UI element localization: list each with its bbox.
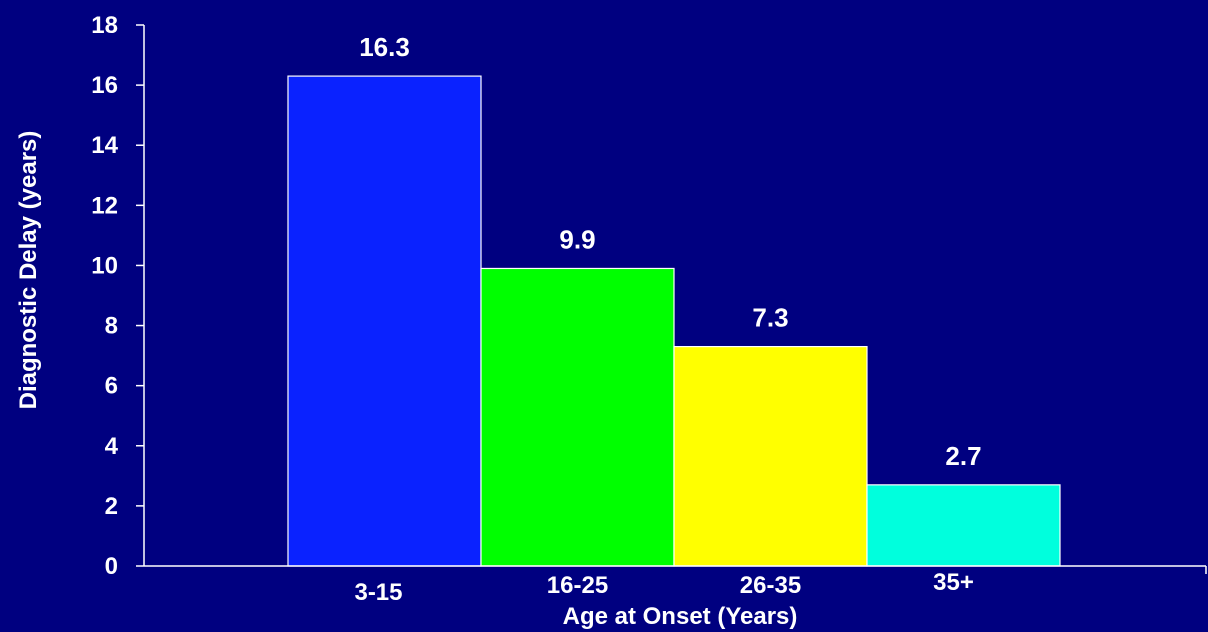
- y-tick-label: 12: [91, 192, 118, 219]
- bar-16-25: [480, 267, 675, 567]
- x-category-label: 3-15: [354, 579, 402, 606]
- data-label: 7.3: [752, 303, 788, 333]
- x-category-label: 16-25: [547, 572, 608, 599]
- y-tick-label: 0: [105, 553, 118, 580]
- data-label: 16.3: [359, 32, 410, 62]
- bar-3-15: [287, 75, 482, 567]
- category-labels: 3-15 16-25 26-35 35+: [354, 569, 973, 606]
- data-label: 9.9: [559, 224, 595, 254]
- y-tick-label: 8: [105, 313, 118, 340]
- bars: [287, 75, 1061, 567]
- data-label: 2.7: [945, 441, 981, 471]
- x-axis-title: Age at Onset (Years): [563, 603, 798, 630]
- x-category-label: 26-35: [740, 572, 801, 599]
- bar-26-35: [673, 345, 868, 567]
- y-tick-label: 14: [91, 132, 118, 159]
- data-labels: 16.3 9.9 7.3 2.7: [359, 32, 981, 471]
- y-tick-label: 4: [105, 433, 119, 460]
- y-axis-ticks: 0 2 4 6 8 10 12 14 16 18: [91, 12, 144, 580]
- x-category-label: 35+: [933, 569, 974, 596]
- y-tick-label: 16: [91, 72, 118, 99]
- y-tick-label: 18: [91, 12, 118, 39]
- y-axis-title: Diagnostic Delay (years): [15, 131, 42, 410]
- bar-35+: [866, 484, 1061, 567]
- y-tick-label: 10: [91, 252, 118, 279]
- y-tick-label: 2: [105, 493, 118, 520]
- y-tick-label: 6: [105, 373, 118, 400]
